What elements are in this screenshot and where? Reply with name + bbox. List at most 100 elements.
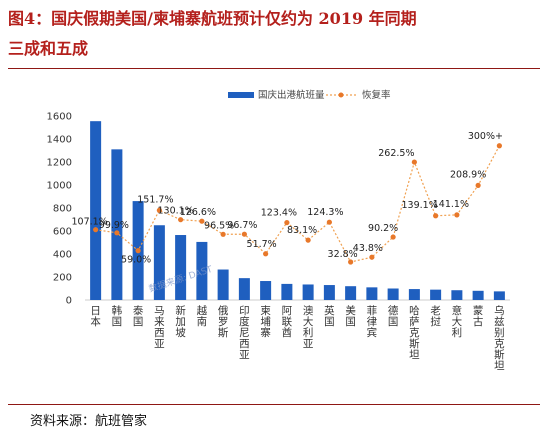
rate-point-10 — [284, 219, 290, 226]
rate-point-19 — [475, 182, 481, 188]
source-note: 资料来源：航班管家 — [30, 414, 148, 429]
rate-label-11: 83.1% — [287, 225, 317, 236]
rate-point-9 — [263, 251, 269, 257]
category-label-10: 阿联酋 — [282, 305, 293, 339]
rate-label-17: 139.1% — [402, 200, 438, 211]
rate-point-1 — [93, 227, 99, 233]
rate-point-20 — [496, 143, 502, 149]
rate-label-9: 51.7% — [247, 239, 277, 250]
bar-17 — [430, 289, 442, 300]
rate-point-13 — [348, 259, 354, 265]
bar-6 — [196, 241, 208, 300]
category-label-5: 新加坡 — [175, 304, 186, 339]
y-tick-label: 400 — [53, 250, 72, 261]
rate-point-7 — [220, 231, 226, 237]
rate-point-5 — [178, 217, 184, 223]
category-label-18: 意大利 — [452, 304, 463, 339]
category-label-2: 韩国 — [112, 304, 123, 328]
bar-4 — [153, 225, 165, 300]
caption-line-2: 三成和五成 — [8, 39, 89, 58]
rate-label-7: 96.5% — [204, 220, 234, 231]
caption-divider — [8, 68, 540, 69]
legend-marker-line — [338, 92, 344, 98]
category-label-4: 马来西亚 — [154, 305, 165, 350]
source-divider — [8, 404, 540, 405]
rate-point-12 — [326, 219, 332, 225]
rate-label-10: 123.4% — [261, 208, 297, 219]
category-label-20: 乌兹别克斯坦 — [494, 304, 505, 372]
y-tick-label: 800 — [53, 204, 72, 215]
figure-caption: 图4：国庆假期美国/柬埔寨航班预计仅约为 2019 年同期 三成和五成 — [8, 4, 540, 64]
bar-14 — [366, 287, 378, 300]
bar-16 — [408, 289, 420, 300]
category-label-14: 菲律宾 — [367, 305, 378, 339]
bar-10 — [281, 283, 293, 300]
rate-label-14: 43.8% — [353, 243, 383, 254]
category-label-15: 德国 — [388, 304, 399, 328]
bar-1 — [90, 121, 102, 300]
rate-label-3: 59.0% — [121, 255, 151, 266]
category-label-9: 柬埔寨 — [260, 305, 271, 339]
y-tick-label: 0 — [66, 296, 72, 307]
rate-point-17 — [433, 213, 439, 219]
bar-5 — [175, 235, 187, 300]
bar-13 — [345, 286, 357, 300]
category-label-19: 蒙古 — [473, 304, 484, 328]
legend-label-line: 恢复率 — [362, 89, 391, 101]
rate-line — [95, 145, 500, 263]
rate-point-3 — [135, 248, 141, 254]
legend-label-bars: 国庆出港航班量 — [258, 89, 325, 101]
rate-label-18: 141.1% — [433, 199, 469, 210]
bar-19 — [472, 290, 484, 300]
caption-line-1: 图4：国庆假期美国/柬埔寨航班预计仅约为 2019 年同期 — [8, 9, 417, 28]
rate-label-12: 124.3% — [307, 207, 343, 218]
rate-point-16 — [411, 159, 417, 165]
rate-point-14 — [369, 254, 375, 260]
category-label-8: 印度尼西亚 — [239, 305, 250, 361]
rate-point-6 — [199, 218, 205, 224]
rate-point-4 — [156, 207, 162, 213]
y-tick-label: 1200 — [47, 158, 72, 169]
category-label-7: 俄罗斯 — [218, 305, 229, 339]
y-tick-label: 1000 — [47, 181, 72, 192]
bar-15 — [387, 288, 399, 300]
legend-swatch-bars — [228, 92, 254, 98]
rate-label-8: 96.7% — [227, 220, 257, 231]
y-tick-label: 1400 — [47, 135, 72, 146]
rate-label-2: 99.9% — [99, 220, 129, 231]
category-label-3: 泰国 — [133, 304, 144, 328]
y-tick-label: 1600 — [47, 112, 72, 123]
category-label-12: 英国 — [324, 304, 335, 328]
category-label-6: 越南 — [197, 304, 208, 328]
bar-18 — [451, 290, 463, 300]
rate-point-11 — [305, 237, 311, 243]
category-label-1: 日本 — [90, 305, 101, 328]
bar-11 — [302, 284, 314, 300]
rate-point-8 — [241, 231, 247, 237]
bar-12 — [323, 285, 335, 300]
rate-label-15: 90.2% — [368, 223, 398, 234]
bar-20 — [493, 291, 505, 300]
category-label-17: 老挝 — [430, 304, 441, 328]
rate-point-2 — [114, 230, 120, 236]
bar-8 — [238, 278, 250, 300]
bar-2 — [111, 149, 123, 300]
rate-label-13: 32.8% — [328, 249, 358, 260]
bar-7 — [217, 269, 229, 300]
rate-label-1: 107.1% — [72, 217, 108, 228]
category-label-16: 哈萨克斯坦 — [409, 304, 420, 361]
rate-point-15 — [390, 234, 396, 240]
rate-label-5: 130.1% — [158, 206, 194, 217]
rate-label-6: 126.6% — [180, 207, 216, 218]
rate-point-18 — [454, 212, 460, 218]
rate-label-4: 151.7% — [137, 194, 173, 205]
y-tick-label: 600 — [53, 227, 72, 238]
y-tick-label: 200 — [53, 273, 72, 284]
rate-label-19: 208.9% — [450, 169, 486, 180]
bar-9 — [260, 281, 272, 300]
category-label-13: 美国 — [345, 304, 356, 328]
category-label-11: 澳大利亚 — [303, 304, 314, 350]
rate-label-16: 262.5% — [378, 148, 414, 159]
rate-label-20: 300%+ — [468, 131, 503, 142]
